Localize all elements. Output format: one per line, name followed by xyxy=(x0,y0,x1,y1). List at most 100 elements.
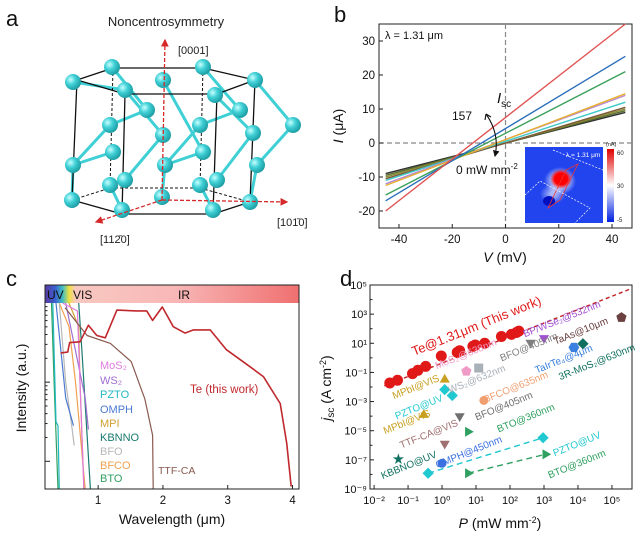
jsc-vs-power-chart: 10⁻² 10⁻¹ 10⁰ 10¹ 10² 10³ 10⁴ 10⁵ 10⁻⁹ 10⁻⁷ 10⁻⁵ 10… xyxy=(318,280,637,531)
y-tick-label: 10⁵ xyxy=(350,280,367,292)
axis-1010-arrow xyxy=(161,197,289,206)
data-point xyxy=(437,458,447,468)
cell-edge xyxy=(249,79,256,203)
cell-edge xyxy=(202,67,256,81)
te-atom xyxy=(102,117,118,133)
power-arrow-head-up xyxy=(484,113,492,121)
y-tick-label: 0 xyxy=(369,138,375,150)
te-atom xyxy=(117,172,133,188)
y-tick-label: -20 xyxy=(358,206,375,218)
data-point xyxy=(439,373,450,383)
te-atom xyxy=(114,202,130,218)
cell-edge xyxy=(76,79,126,95)
te-atom xyxy=(195,59,211,75)
y-tick-label: 10⁻³ xyxy=(345,397,367,409)
x-tick-label: -20 xyxy=(444,234,461,246)
legend-label: BTO xyxy=(100,473,123,485)
y-tick-label: 10³ xyxy=(351,309,367,321)
data-point xyxy=(465,468,474,479)
x-tick-label: 10⁰ xyxy=(434,495,451,507)
data-point xyxy=(420,360,432,372)
colorbar-tick: -5 xyxy=(617,218,623,224)
iv-curve xyxy=(385,55,626,202)
te-atom xyxy=(117,82,133,98)
cell-edge xyxy=(71,199,123,215)
cell-edge xyxy=(212,93,218,215)
series-label: Te (this work) xyxy=(190,384,259,396)
y-tick-label: 10⁻⁷ xyxy=(345,455,367,467)
photocurrent-map-inset: λ = 1.31 μm (nA) 60 30 -5 xyxy=(524,142,624,224)
data-point xyxy=(439,384,451,396)
data-point xyxy=(513,325,525,337)
data-point xyxy=(538,335,550,344)
inset-wavelength: λ = 1.31 μm xyxy=(566,152,600,159)
bond xyxy=(248,79,295,203)
te-atom xyxy=(155,72,171,88)
isc-var: I xyxy=(497,90,501,107)
data-point xyxy=(435,350,447,362)
min-power-annotation: 0 mW mm-2 xyxy=(456,162,518,177)
x-tick-label: 10⁻² xyxy=(363,495,385,507)
data-point xyxy=(392,453,404,464)
spectrum-curve xyxy=(65,303,89,430)
series-label: TTF-CA xyxy=(158,465,195,477)
colorbar xyxy=(607,149,614,222)
panel-label-b: b xyxy=(334,2,346,27)
x-tick-label: 10⁻¹ xyxy=(397,495,419,507)
data-point xyxy=(495,331,507,343)
x-tick-label: -40 xyxy=(391,234,408,246)
x-tick-label: 10³ xyxy=(536,495,552,507)
te-atom xyxy=(64,192,80,208)
te-atom xyxy=(104,59,120,75)
isc-annotation: Isc xyxy=(497,90,511,110)
data-point xyxy=(474,363,484,373)
y-tick-label: 10 xyxy=(362,104,375,116)
spectrum-curve xyxy=(50,303,59,489)
axis-0001-label: [0001] xyxy=(178,45,209,57)
x-tick-label: 10⁵ xyxy=(604,495,621,507)
x-tick-label: 10¹ xyxy=(468,495,484,507)
plot-area xyxy=(45,303,299,489)
data-point xyxy=(568,342,580,353)
te-atom xyxy=(249,157,265,173)
x-tick-label: 40 xyxy=(606,234,619,246)
colorbar-tick: 30 xyxy=(617,184,624,190)
data-point xyxy=(479,337,491,349)
y-tick-label: 30 xyxy=(362,36,375,48)
iv-curve xyxy=(385,23,626,212)
legend-label: PZTO xyxy=(100,389,130,401)
cell-edge xyxy=(71,79,78,201)
x-tick-label: 1 xyxy=(95,495,101,507)
te-atom xyxy=(285,117,301,133)
axis-1120-arrow xyxy=(94,199,163,224)
panel-label-a: a xyxy=(6,6,19,31)
data-point xyxy=(454,345,466,357)
data-point xyxy=(439,440,450,450)
y-tick-label: 10¹ xyxy=(351,338,367,350)
y-tick-label: 20 xyxy=(362,70,375,82)
legend-label: MoS₂ xyxy=(100,360,127,372)
y-tick-label: -10 xyxy=(358,172,375,184)
x-tick-label: 10⁴ xyxy=(569,495,586,507)
tellurium-atoms xyxy=(64,59,301,218)
y-tick-label: 10⁻⁵ xyxy=(344,426,367,438)
spectrum-curve xyxy=(64,307,154,489)
axis-1120-label: [112̄0] xyxy=(100,234,130,246)
x-axis-label: Wavelength (μm) xyxy=(119,511,225,527)
plot-area xyxy=(369,284,633,490)
spectrum-curve xyxy=(58,303,86,489)
iv-curve xyxy=(385,70,626,196)
curves xyxy=(50,303,292,489)
te-atom xyxy=(232,102,248,118)
spectrum-curve xyxy=(60,306,292,487)
legend-label: BFCO xyxy=(100,460,131,472)
data-point xyxy=(469,339,481,351)
legend-label: OMPH xyxy=(100,404,133,416)
y-tick-label: 10⁻¹ xyxy=(345,367,367,379)
data-point xyxy=(422,467,434,479)
legend-label: MPI xyxy=(100,418,120,430)
fit-line xyxy=(467,453,546,474)
te-atom xyxy=(102,177,118,193)
plot-frame xyxy=(44,284,300,490)
